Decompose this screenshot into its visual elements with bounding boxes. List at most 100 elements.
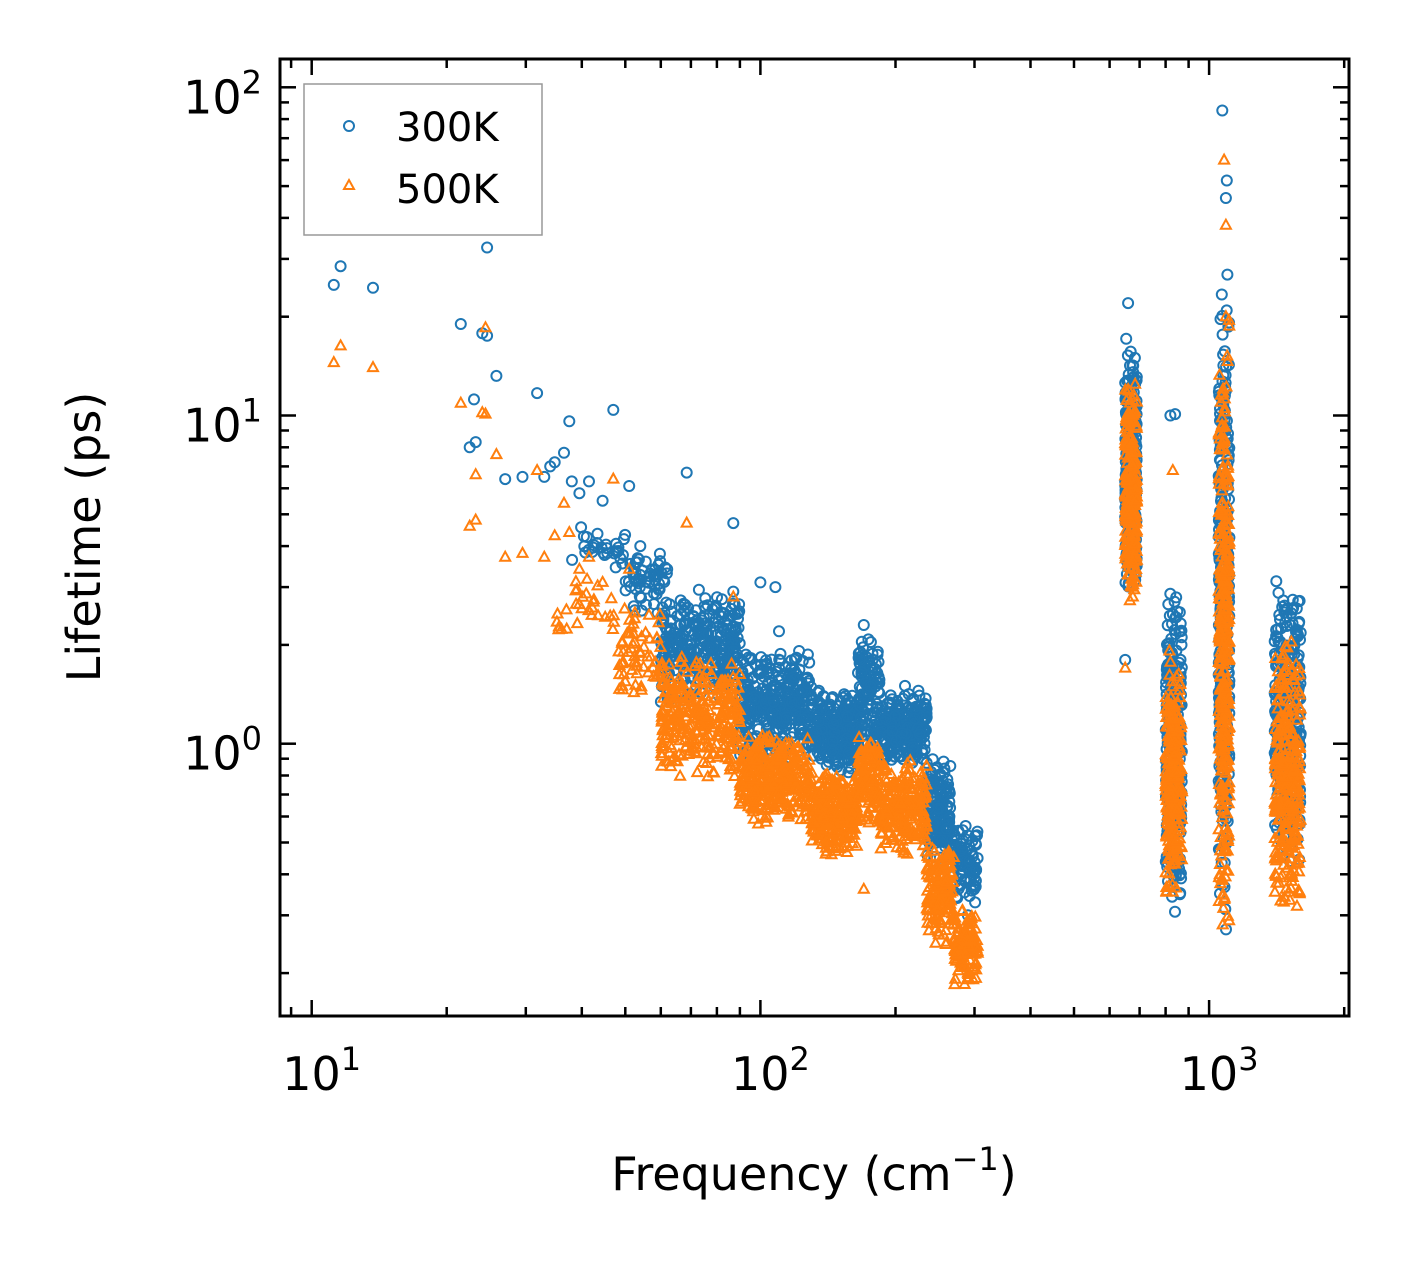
point-500k-742: [771, 791, 785, 804]
point-500k-83: [648, 654, 662, 667]
point-500k-1625: [955, 903, 969, 916]
point-300k-85: [648, 580, 661, 593]
point-500k-362: [724, 722, 739, 735]
point-300k-1369: [891, 695, 904, 707]
point-300k-1843: [1124, 359, 1136, 372]
point-500k-724: [750, 794, 764, 807]
point-500k-386: [719, 750, 733, 763]
point-300k-382: [729, 623, 742, 636]
point-500k-1131: [855, 754, 869, 767]
point-500k-1626: [948, 910, 962, 923]
point-500k-2146: [1160, 826, 1174, 839]
point-500k-78: [627, 685, 641, 698]
point-500k-1634: [963, 952, 977, 965]
point-500k-58: [627, 654, 641, 667]
point-500k-940: [806, 824, 821, 837]
point-500k-391: [724, 741, 739, 754]
point-300k-1358: [920, 707, 933, 720]
point-300k-2827: [680, 466, 693, 479]
point-300k-1816: [1120, 332, 1133, 345]
point-500k-41: [643, 631, 657, 644]
point-300k-2285: [1216, 328, 1229, 341]
point-500k-1970: [1162, 866, 1176, 879]
point-500k-191: [700, 662, 714, 675]
point-300k-676: [760, 654, 772, 667]
point-500k-68: [653, 607, 667, 620]
point-300k-1618: [959, 820, 972, 832]
point-300k-2037: [1173, 869, 1186, 882]
point-500k-738: [748, 752, 762, 765]
point-500k-747: [790, 780, 804, 793]
point-500k-620: [749, 801, 763, 814]
point-500k-25: [569, 596, 583, 609]
point-500k-210: [729, 672, 743, 685]
point-500k-455: [741, 729, 756, 742]
point-500k-358: [698, 732, 712, 745]
point-500k-619: [786, 752, 801, 765]
point-300k-604: [774, 647, 787, 660]
point-500k-306: [704, 666, 719, 679]
point-500k-1900: [1127, 529, 1141, 542]
point-500k-1301: [920, 758, 934, 771]
point-300k-2830: [769, 581, 782, 594]
point-500k-1376: [891, 786, 905, 799]
point-500k-1538: [933, 915, 947, 928]
point-300k-2834: [899, 679, 911, 692]
point-500k-370: [731, 680, 745, 693]
point-300k-22: [588, 539, 601, 552]
point-300k-1029: [812, 715, 825, 728]
point-500k-40: [653, 639, 668, 652]
point-300k-19: [616, 557, 629, 570]
point-500k-377: [683, 686, 697, 699]
point-500k-1012: [844, 825, 858, 838]
point-500k-1146: [861, 739, 876, 752]
point-500k-81: [615, 678, 629, 691]
point-500k-284: [713, 709, 727, 722]
point-300k-706: [779, 660, 792, 673]
point-300k-300: [731, 607, 744, 620]
point-500k-988: [817, 818, 831, 831]
point-500k-249: [707, 765, 721, 778]
point-300k-714: [766, 674, 779, 687]
point-300k-89: [640, 598, 652, 611]
point-300k-394: [666, 634, 679, 647]
point-500k-1133: [862, 782, 876, 795]
point-300k-979: [812, 738, 825, 751]
point-500k-743: [781, 807, 796, 820]
point-500k-231: [704, 656, 718, 669]
point-500k-389: [696, 706, 710, 719]
point-500k-373: [699, 755, 714, 768]
point-300k-1028: [842, 746, 855, 759]
point-500k-320: [671, 688, 685, 701]
point-300k-2749: [1292, 617, 1305, 630]
point-300k-2825: [634, 540, 647, 553]
point-500k-1369: [877, 762, 891, 775]
point-300k-2098: [1169, 905, 1181, 918]
point-500k-1592: [950, 916, 964, 929]
point-300k-1521: [943, 784, 956, 797]
point-500k-385: [705, 720, 720, 733]
point-500k-669: [740, 740, 755, 753]
point-500k-809: [850, 838, 864, 851]
point-500k-2140: [1159, 747, 1173, 760]
point-300k-1119: [862, 633, 875, 646]
point-500k-250: [693, 656, 707, 669]
point-500k-357: [654, 658, 668, 671]
point-300k-391: [702, 628, 715, 641]
point-300k-2737: [1287, 602, 1300, 614]
point-300k-374: [699, 592, 712, 605]
point-300k-1525: [944, 801, 957, 814]
point-500k-130: [673, 768, 687, 781]
point-500k-1599: [947, 931, 961, 944]
point-500k-18: [559, 602, 574, 615]
point-500k-244: [708, 691, 722, 704]
point-300k-978: [829, 758, 842, 771]
point-500k-1144: [859, 812, 873, 825]
point-300k-21: [566, 553, 579, 566]
point-500k-1015: [834, 816, 848, 829]
point-300k-725: [760, 659, 773, 672]
point-300k-299: [674, 594, 687, 607]
point-300k-707: [788, 653, 801, 666]
point-500k-64: [650, 630, 664, 643]
point-500k-719: [763, 761, 777, 774]
